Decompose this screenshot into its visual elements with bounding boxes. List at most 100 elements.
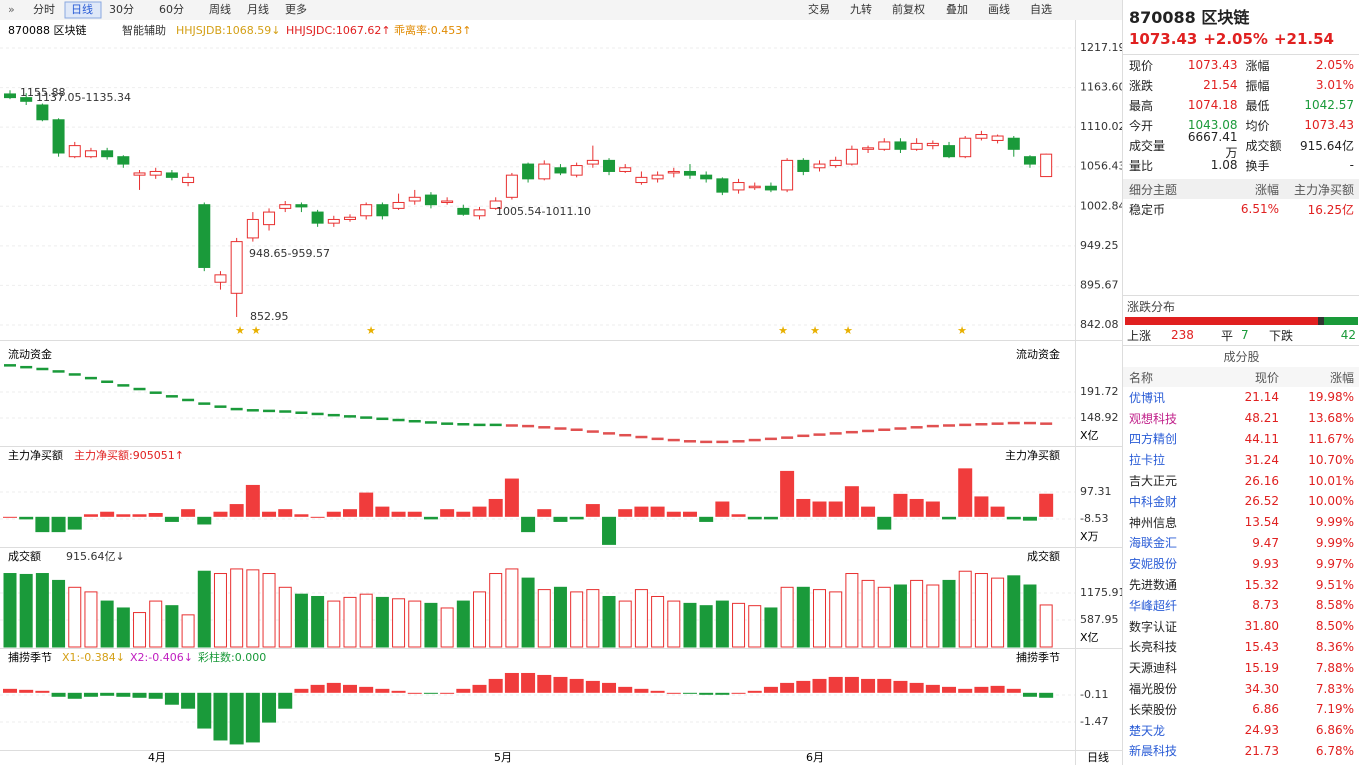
star: ★ (251, 324, 261, 337)
stock-row[interactable]: 拉卡拉 31.24 10.70% (1123, 449, 1359, 470)
bar (974, 496, 989, 517)
y-tick-label: 587.95 (1080, 613, 1119, 626)
stock-row[interactable]: 华峰超纤 8.73 8.58% (1123, 595, 1359, 616)
tab[interactable]: 周线 (209, 2, 231, 16)
tool[interactable]: 前复权 (892, 2, 925, 16)
flow-dot (894, 427, 907, 430)
stock-row[interactable]: 天源迪科 15.19 7.88% (1123, 657, 1359, 678)
volume-bar (133, 612, 147, 648)
stock-row[interactable]: 长荣股份 6.86 7.19% (1123, 699, 1359, 720)
stock-name: 数字认证 (1129, 619, 1178, 634)
candle (36, 104, 49, 121)
volume-bar (586, 589, 600, 648)
tab[interactable]: 30分 (109, 3, 134, 16)
stock-row[interactable]: 海联金汇 9.47 9.99% (1123, 533, 1359, 554)
stock-name: 福光股份 (1129, 682, 1178, 697)
volume-bar (942, 579, 956, 648)
stock-pct: 13.68% (1308, 411, 1354, 426)
stock-row[interactable]: 楚天龙 24.93 6.86% (1123, 720, 1359, 741)
candle (392, 201, 405, 209)
bar (67, 516, 82, 530)
flow-dot (1023, 421, 1036, 425)
tab[interactable]: 日线 (71, 2, 93, 16)
stock-row[interactable]: 长亮科技 15.43 8.36% (1123, 637, 1359, 658)
candle (829, 159, 842, 167)
stock-row[interactable]: 安妮股份 9.93 9.97% (1123, 553, 1359, 574)
num: 7 (1241, 328, 1249, 342)
volume-bar (3, 573, 17, 648)
stock-row[interactable]: 神州信息 13.54 9.99% (1123, 512, 1359, 533)
stock-row[interactable]: 先进数通 15.32 9.51% (1123, 574, 1359, 595)
bar (181, 509, 196, 517)
toolbar (0, 0, 1122, 20)
volume-bar (473, 591, 487, 648)
candle (862, 147, 875, 150)
volume-bar (634, 589, 648, 648)
dist-seg (1318, 317, 1324, 325)
tool[interactable]: 自选 (1030, 3, 1052, 16)
bar (650, 506, 665, 517)
tab[interactable]: 60分 (159, 3, 184, 16)
stock-row[interactable]: 数字认证 31.80 8.50% (1123, 616, 1359, 637)
tab[interactable]: 月线 (247, 2, 269, 16)
candle (781, 159, 794, 191)
tool[interactable]: 交易 (808, 2, 830, 16)
bar (990, 685, 1005, 693)
label: 平 (1221, 328, 1234, 343)
stock-price: 24.93 (1244, 723, 1279, 738)
stock-row[interactable]: 观想科技 48.21 13.68% (1123, 408, 1359, 429)
stock-row[interactable]: 福光股份 34.30 7.83% (1123, 678, 1359, 699)
bar (100, 511, 115, 517)
bottom-button[interactable]: 日线 (1087, 750, 1109, 764)
tab[interactable]: 更多 (285, 2, 307, 16)
tab[interactable]: 分时 (33, 3, 55, 16)
candle (68, 145, 81, 158)
bar (116, 514, 131, 517)
tool[interactable]: 叠加 (946, 3, 968, 16)
bar (537, 509, 552, 517)
stock-pct: 9.51% (1315, 577, 1354, 592)
bar (634, 506, 649, 517)
bar (909, 498, 924, 517)
stock-pct: 11.67% (1308, 431, 1354, 446)
stock-row[interactable]: 新晨科技 21.73 6.78% (1123, 741, 1359, 762)
volume-bar (456, 600, 470, 648)
stock-name: 吉大正元 (1129, 474, 1178, 489)
candle (700, 174, 713, 180)
candle (667, 170, 680, 174)
candle (635, 176, 648, 184)
stock-name: 中科金财 (1129, 494, 1178, 509)
stock-row[interactable]: 吉大正元 26.16 10.01% (1123, 470, 1359, 491)
candle (149, 170, 162, 176)
candle (522, 163, 535, 180)
candle (489, 200, 502, 209)
bar (942, 516, 957, 520)
y-tick-label: -8.53 (1080, 512, 1108, 525)
tool[interactable]: 画线 (988, 2, 1010, 16)
stock-row[interactable]: 四方精创 44.11 11.67% (1123, 429, 1359, 450)
y-tick-label: 842.08 (1080, 318, 1119, 331)
candle (230, 241, 243, 294)
bar (197, 516, 212, 525)
volume-bar (392, 598, 406, 648)
volume-bar (246, 569, 260, 648)
tool[interactable]: 九转 (850, 2, 872, 16)
cell: 21.54 (1203, 78, 1238, 92)
stock-row[interactable]: 中科金财 26.52 10.00% (1123, 491, 1359, 512)
stock-price: 9.47 (1252, 535, 1279, 550)
volume-bar (570, 591, 584, 648)
candle (716, 178, 729, 193)
candle (991, 135, 1004, 141)
bar (731, 692, 746, 694)
bar (67, 692, 82, 699)
bar (423, 516, 438, 520)
flow-dot (878, 428, 891, 431)
stock-row[interactable]: 优博讯 21.14 19.98% (1123, 387, 1359, 408)
y-tick-label: 1163.60 (1080, 81, 1122, 94)
bar (472, 684, 487, 693)
flow-dot (311, 412, 324, 416)
bar (245, 484, 260, 517)
annotation: 948.65-959.57 (249, 247, 330, 260)
candle (586, 159, 599, 165)
flow-dot (295, 411, 308, 414)
